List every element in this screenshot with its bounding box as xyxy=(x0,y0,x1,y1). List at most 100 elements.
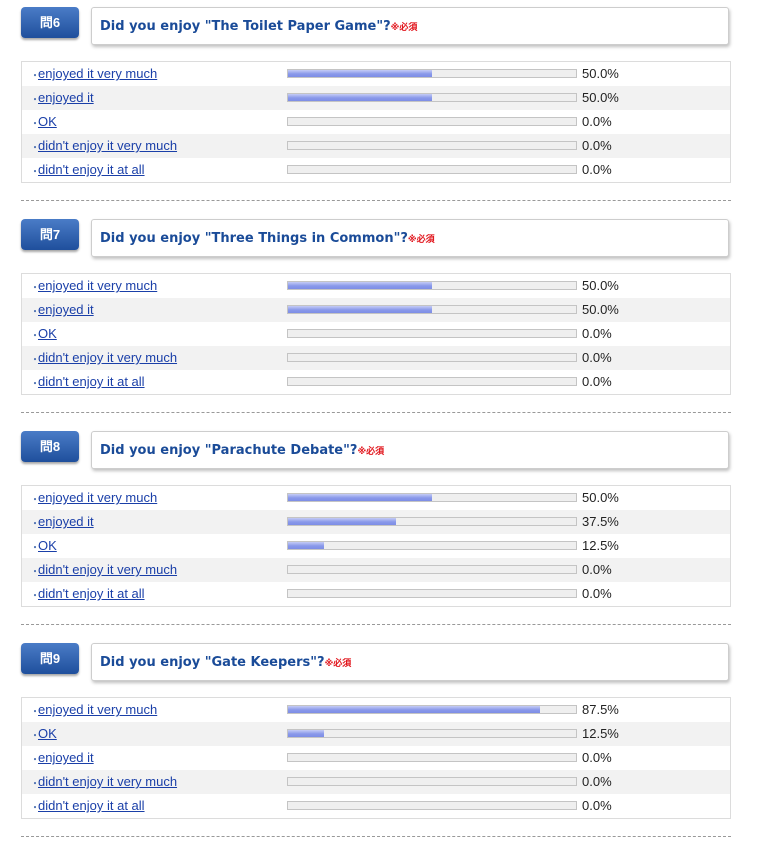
result-bar-track xyxy=(287,377,577,386)
question-number-badge: 問6 xyxy=(21,7,79,38)
answer-option-link[interactable]: didn't enjoy it at all xyxy=(38,162,145,177)
result-percent: 0.0% xyxy=(582,586,612,601)
required-marker: ※必須 xyxy=(390,23,418,33)
question-text: Did you enjoy "Three Things in Common"?※… xyxy=(100,231,435,246)
dashed-divider xyxy=(21,200,731,201)
dashed-divider xyxy=(21,624,731,625)
answer-option-link[interactable]: enjoyed it very much xyxy=(38,278,158,293)
answer-row: ・ didn't enjoy it at all 0.0% xyxy=(22,370,730,394)
answer-row: ・ enjoyed it 0.0% xyxy=(22,746,730,770)
result-bar-fill xyxy=(288,706,540,713)
result-bar-track xyxy=(287,141,577,150)
result-percent: 12.5% xyxy=(582,538,619,553)
question-text: Did you enjoy "Gate Keepers"?※必須 xyxy=(100,655,351,670)
bullet-icon: ・ xyxy=(30,379,40,390)
result-bar-track xyxy=(287,69,577,78)
result-percent: 0.0% xyxy=(582,562,612,577)
answer-option-link[interactable]: OK xyxy=(38,114,57,129)
question-title: Did you enjoy "Three Things in Common"? xyxy=(100,231,408,246)
bullet-icon: ・ xyxy=(30,591,40,602)
answer-option-link[interactable]: didn't enjoy it at all xyxy=(38,374,145,389)
answer-row: ・ didn't enjoy it at all 0.0% xyxy=(22,794,730,818)
answer-option-link[interactable]: OK xyxy=(38,326,57,341)
question-title: Did you enjoy "Parachute Debate"? xyxy=(100,443,358,458)
result-percent: 12.5% xyxy=(582,726,619,741)
question-block: 問9 Did you enjoy "Gate Keepers"?※必須 ・ en… xyxy=(0,639,764,851)
question-header: Did you enjoy "Gate Keepers"?※必須 xyxy=(91,643,729,681)
answer-row: ・ didn't enjoy it at all 0.0% xyxy=(22,158,730,182)
answer-option-link[interactable]: didn't enjoy it very much xyxy=(38,350,178,365)
result-percent: 0.0% xyxy=(582,138,612,153)
result-percent: 87.5% xyxy=(582,702,619,717)
question-text: Did you enjoy "The Toilet Paper Game"?※必… xyxy=(100,19,417,34)
answer-option-link[interactable]: enjoyed it xyxy=(38,302,94,317)
result-percent: 50.0% xyxy=(582,302,619,317)
required-marker: ※必須 xyxy=(324,659,352,669)
result-bar-fill xyxy=(288,94,432,101)
answer-results-table: ・ enjoyed it very much 50.0% ・ enjoyed i… xyxy=(21,273,731,395)
answer-option-link[interactable]: didn't enjoy it very much xyxy=(38,138,178,153)
result-bar-track xyxy=(287,777,577,786)
bullet-icon: ・ xyxy=(30,71,40,82)
result-percent: 0.0% xyxy=(582,162,612,177)
result-percent: 0.0% xyxy=(582,114,612,129)
answer-row: ・ OK 0.0% xyxy=(22,110,730,134)
answer-row: ・ enjoyed it 37.5% xyxy=(22,510,730,534)
bullet-icon: ・ xyxy=(30,331,40,342)
dashed-divider xyxy=(21,412,731,413)
answer-option-link[interactable]: enjoyed it xyxy=(38,750,94,765)
answer-row: ・ OK 0.0% xyxy=(22,322,730,346)
bullet-icon: ・ xyxy=(30,731,40,742)
result-percent: 0.0% xyxy=(582,774,612,789)
bullet-icon: ・ xyxy=(30,283,40,294)
result-bar-track xyxy=(287,165,577,174)
bullet-icon: ・ xyxy=(30,567,40,578)
answer-option-link[interactable]: OK xyxy=(38,538,57,553)
question-text: Did you enjoy "Parachute Debate"?※必須 xyxy=(100,443,384,458)
answer-row: ・ didn't enjoy it very much 0.0% xyxy=(22,770,730,794)
result-bar-track xyxy=(287,493,577,502)
question-block: 問7 Did you enjoy "Three Things in Common… xyxy=(0,215,764,427)
question-number-badge: 問7 xyxy=(21,219,79,250)
question-number-badge: 問9 xyxy=(21,643,79,674)
result-bar-track xyxy=(287,541,577,550)
required-marker: ※必須 xyxy=(357,447,385,457)
result-bar-fill xyxy=(288,306,432,313)
question-title: Did you enjoy "Gate Keepers"? xyxy=(100,655,325,670)
bullet-icon: ・ xyxy=(30,519,40,530)
answer-option-link[interactable]: didn't enjoy it very much xyxy=(38,774,178,789)
bullet-icon: ・ xyxy=(30,779,40,790)
answer-option-link[interactable]: didn't enjoy it very much xyxy=(38,562,178,577)
answer-option-link[interactable]: enjoyed it xyxy=(38,90,94,105)
question-title: Did you enjoy "The Toilet Paper Game"? xyxy=(100,19,391,34)
answer-option-link[interactable]: enjoyed it very much xyxy=(38,702,158,717)
bullet-icon: ・ xyxy=(30,543,40,554)
answer-option-link[interactable]: enjoyed it very much xyxy=(38,66,158,81)
answer-option-link[interactable]: didn't enjoy it at all xyxy=(38,798,145,813)
result-percent: 50.0% xyxy=(582,90,619,105)
result-percent: 50.0% xyxy=(582,490,619,505)
result-bar-track xyxy=(287,565,577,574)
result-bar-track xyxy=(287,93,577,102)
required-marker: ※必須 xyxy=(407,235,435,245)
result-bar-track xyxy=(287,353,577,362)
answer-row: ・ enjoyed it very much 50.0% xyxy=(22,62,730,86)
answer-option-link[interactable]: OK xyxy=(38,726,57,741)
question-block: 問6 Did you enjoy "The Toilet Paper Game"… xyxy=(0,3,764,215)
bullet-icon: ・ xyxy=(30,707,40,718)
answer-row: ・ didn't enjoy it very much 0.0% xyxy=(22,346,730,370)
dashed-divider xyxy=(21,836,731,837)
answer-option-link[interactable]: enjoyed it very much xyxy=(38,490,158,505)
result-bar-track xyxy=(287,329,577,338)
bullet-icon: ・ xyxy=(30,495,40,506)
answer-row: ・ enjoyed it 50.0% xyxy=(22,86,730,110)
result-bar-track xyxy=(287,117,577,126)
answer-row: ・ OK 12.5% xyxy=(22,722,730,746)
result-percent: 0.0% xyxy=(582,750,612,765)
answer-option-link[interactable]: enjoyed it xyxy=(38,514,94,529)
bullet-icon: ・ xyxy=(30,143,40,154)
result-percent: 0.0% xyxy=(582,350,612,365)
result-bar-fill xyxy=(288,518,396,525)
result-bar-track xyxy=(287,705,577,714)
answer-option-link[interactable]: didn't enjoy it at all xyxy=(38,586,145,601)
